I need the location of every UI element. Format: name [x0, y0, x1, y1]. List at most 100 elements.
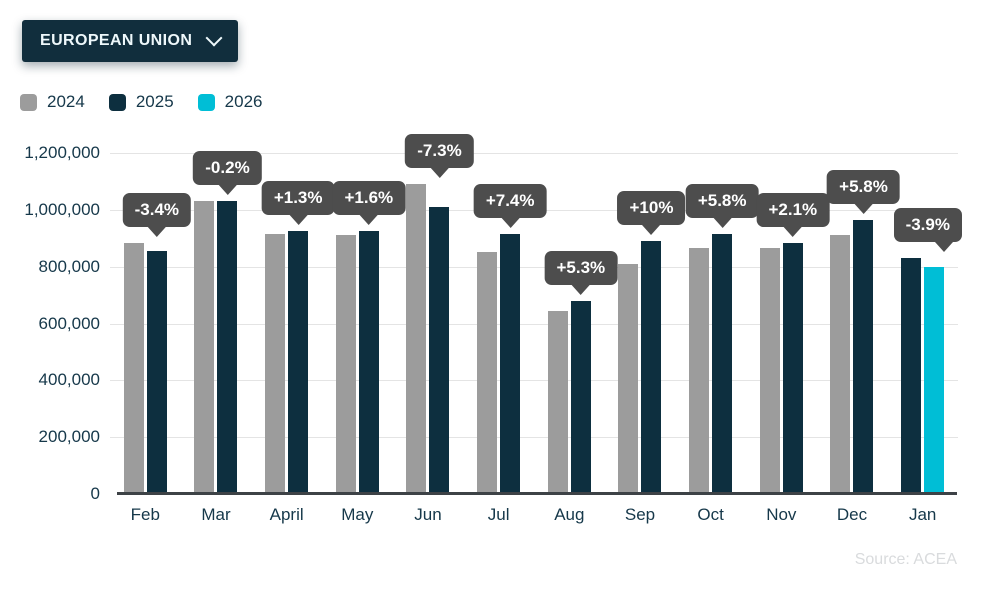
x-axis-label-dec: Dec — [836, 505, 868, 524]
legend-swatch-2024 — [20, 93, 37, 111]
y-axis-tick-label: 400,000 — [38, 370, 100, 390]
x-axis-label-may: May — [341, 505, 374, 524]
delta-tooltip: -3.9% — [893, 207, 962, 242]
bar-sep-2025[interactable] — [641, 241, 662, 494]
bar-april-2025[interactable] — [288, 230, 309, 494]
bar-jul-2024[interactable] — [477, 251, 498, 494]
legend-item-2024[interactable]: 2024 — [20, 92, 85, 112]
x-axis-label-nov: Nov — [766, 505, 797, 524]
delta-tooltip: +10% — [617, 191, 686, 226]
legend-label-2026: 2026 — [224, 92, 263, 111]
delta-tooltip: -7.3% — [405, 134, 474, 169]
legend-label-2024: 2024 — [47, 92, 85, 111]
legend-item-2026[interactable]: 2026 — [197, 92, 263, 112]
delta-tooltip: -3.4% — [122, 192, 192, 227]
delta-tooltip: +5.3% — [544, 251, 618, 286]
delta-tooltip: +2.1% — [756, 192, 830, 227]
x-axis-label-april: April — [269, 505, 304, 524]
bar-pair — [393, 153, 464, 494]
delta-tooltip: -0.2% — [193, 150, 262, 185]
bar-group-aug: +5.3% Aug — [534, 153, 618, 524]
bar-group-nov: +2.1% Nov — [746, 153, 830, 524]
bar-pair — [605, 153, 676, 494]
bar-aug-2024[interactable] — [547, 311, 568, 494]
bar-group-mar: -0.2% Mar — [181, 150, 262, 524]
bar-nov-2025[interactable] — [782, 242, 803, 494]
source-credit: Source: ACEA — [854, 551, 957, 568]
bar-group-sep: +10% Sep — [605, 153, 686, 524]
bar-pair — [181, 153, 252, 494]
x-axis-line — [117, 492, 957, 495]
bar-feb-2024[interactable] — [123, 242, 144, 494]
bar-group-jun: -7.3% Jun — [393, 134, 474, 524]
bar-pair — [322, 153, 393, 494]
bar-dec-2025[interactable] — [853, 220, 874, 494]
plot-area: -3.4% Feb -0.2% Mar +1.3% April +1.6% May -7.3% J… — [110, 134, 962, 524]
x-axis-label-jul: Jul — [487, 505, 510, 524]
legend-label-2025: 2025 — [135, 92, 174, 111]
bar-group-jul: +7.4% Jul — [463, 153, 547, 524]
x-axis-label-mar: Mar — [201, 505, 231, 524]
gridline — [110, 437, 958, 439]
bar-pair — [746, 153, 817, 494]
gridline — [110, 380, 958, 382]
chart-legend: 2024 2025 2026 — [20, 92, 262, 112]
bar-mar-2024[interactable] — [194, 200, 215, 494]
bar-pair — [534, 153, 605, 494]
legend-item-2025[interactable]: 2025 — [108, 92, 174, 112]
bar-jul-2025[interactable] — [500, 234, 521, 494]
gridline — [110, 266, 958, 268]
bar-aug-2025[interactable] — [570, 301, 591, 494]
bar-oct-2024[interactable] — [689, 247, 710, 494]
bar-pair — [463, 153, 534, 494]
bar-feb-2025[interactable] — [146, 251, 167, 494]
y-axis-tick-label: 200,000 — [38, 427, 100, 447]
x-axis-label-feb: Feb — [130, 505, 160, 524]
bar-group-may: +1.6% May — [322, 153, 406, 524]
bar-april-2024[interactable] — [265, 234, 286, 494]
y-axis-tick-label: 1,000,000 — [24, 199, 100, 219]
bar-group-feb: -3.4% Feb — [110, 153, 192, 524]
bar-pair — [817, 153, 888, 494]
x-axis-label-sep: Sep — [624, 505, 656, 524]
delta-tooltip: +5.8% — [827, 170, 900, 205]
gridline — [110, 323, 958, 325]
delta-tooltip: +1.6% — [332, 180, 406, 215]
bar-pair — [110, 153, 181, 494]
bar-group-dec: +5.8% Dec — [817, 153, 900, 524]
gridline — [110, 153, 958, 154]
bar-dec-2024[interactable] — [830, 235, 851, 494]
x-axis-label-jan: Jan — [908, 505, 937, 524]
bar-may-2024[interactable] — [335, 234, 356, 494]
bar-jan-2026[interactable] — [924, 266, 945, 494]
y-axis-tick-label: 800,000 — [38, 256, 100, 276]
bar-group-jan: -3.9% Jan — [887, 153, 962, 524]
bar-pair — [251, 153, 322, 494]
y-axis-tick-label: 1,200,000 — [24, 143, 100, 162]
legend-swatch-2025 — [108, 93, 126, 111]
bar-pair — [675, 153, 746, 494]
bar-pair — [887, 153, 958, 494]
bar-jun-2024[interactable] — [406, 184, 427, 494]
y-axis-tick-label: 0 — [90, 484, 100, 503]
bar-oct-2025[interactable] — [712, 233, 733, 494]
chevron-down-icon — [205, 29, 223, 47]
delta-tooltip: +7.4% — [473, 184, 547, 218]
region-dropdown[interactable]: EUROPEAN UNION — [22, 20, 239, 62]
x-axis-label-oct: Oct — [697, 505, 724, 524]
bar-jun-2025[interactable] — [429, 206, 450, 494]
legend-swatch-2026 — [197, 93, 215, 111]
bar-may-2025[interactable] — [358, 230, 379, 494]
x-axis-label-jun: Jun — [414, 505, 442, 524]
region-dropdown-label: EUROPEAN UNION — [40, 32, 193, 49]
bar-sep-2024[interactable] — [618, 264, 639, 494]
bar-group-oct: +5.8% Oct — [675, 153, 759, 524]
bar-mar-2025[interactable] — [217, 201, 238, 494]
bar-jan-2025[interactable] — [901, 257, 922, 494]
y-axis-tick-label: 600,000 — [38, 313, 100, 333]
delta-tooltip: +5.8% — [685, 183, 759, 218]
bar-nov-2024[interactable] — [759, 247, 780, 494]
delta-tooltip: +1.3% — [261, 180, 335, 215]
x-axis-label-aug: Aug — [554, 505, 585, 524]
